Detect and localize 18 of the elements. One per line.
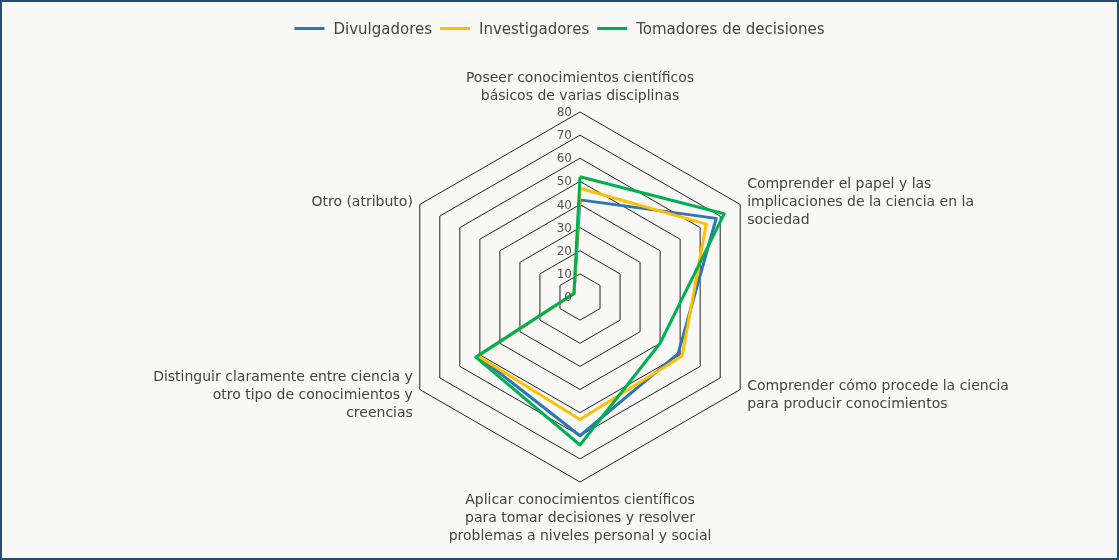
legend-label: Tomadores de decisiones — [635, 19, 825, 38]
y-tick-label: 0 — [564, 290, 572, 304]
y-tick-label: 50 — [556, 174, 572, 189]
y-tick-label: 70 — [556, 128, 572, 143]
legend-label: Investigadores — [479, 19, 590, 38]
y-tick-label: 10 — [556, 266, 572, 281]
spoke-label: Comprender el papel y las implicaciones de la ciencia en la sociedad — [747, 174, 974, 227]
legend-label: Divulgadores — [333, 19, 433, 38]
spoke-label: Poseer conocimientos científicos básicos de varias disciplinas — [465, 69, 695, 103]
spoke-label: Distinguir claramente entre ciencia y otro tipo de conocimientos y creencias — [153, 367, 413, 420]
y-tick-label: 40 — [556, 197, 572, 212]
spoke-label: Otro (atributo) — [311, 192, 413, 209]
spoke-label: Comprender cómo procede la ciencia para producir conocimientos — [747, 376, 1009, 411]
spoke-label: Aplicar conocimientos científicos para tomar decisiones y resolver problemas a niveles personal y social — [448, 491, 712, 543]
y-tick-label: 80 — [556, 105, 572, 119]
y-tick-label: 60 — [556, 151, 572, 166]
y-tick-label: 20 — [556, 243, 572, 258]
y-tick-label: 30 — [556, 220, 572, 235]
